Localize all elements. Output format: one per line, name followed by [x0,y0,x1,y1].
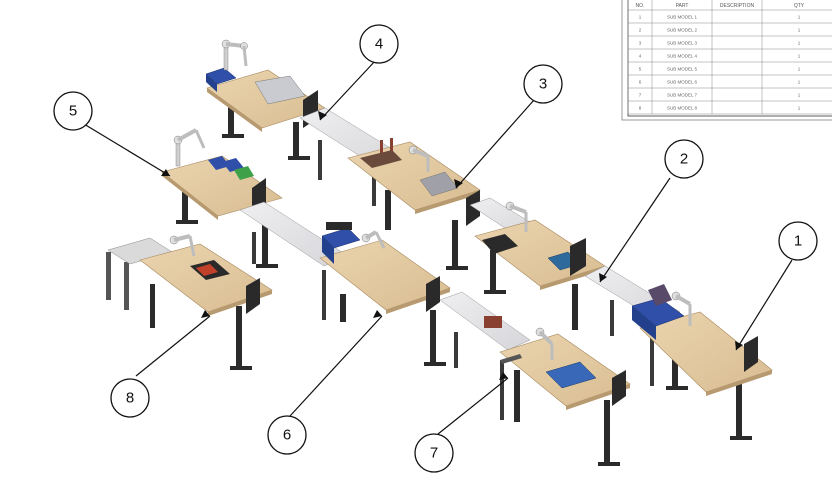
svg-text:7: 7 [430,445,438,462]
callout-8: 8 [110,378,150,418]
bom-header-cell: QTY [794,3,805,9]
svg-text:5: 5 [69,103,77,120]
workstation-5 [161,128,283,268]
bom-cell: 3 [639,41,642,46]
bom-cell: SUB MODEL 2 [667,28,698,33]
workstation-3 [347,138,481,270]
bom-cell: 1 [798,15,801,20]
conveyor-6-7 [439,291,531,420]
callouts: 1 2 3 4 5 6 7 8 [53,24,818,473]
bom-cell: 1 [798,67,801,72]
bom-cell: 1 [798,80,801,85]
bom-table: NO. PART DESCRIPTION QTY 1 SUB MODEL 1 1 2 SUB M… [621,0,832,121]
svg-text:8: 8 [126,390,134,407]
svg-text:6: 6 [283,427,291,444]
svg-text:4: 4 [375,36,383,53]
bom-cell: SUB MODEL 5 [667,67,698,72]
bom-cell: 7 [639,93,642,98]
bom-cell: 1 [798,54,801,59]
svg-text:3: 3 [539,76,547,93]
bom-cell: 1 [639,15,642,20]
bom-cell: 8 [639,106,642,111]
bom-cell: SUB MODEL 8 [667,106,698,111]
callout-6: 6 [267,415,307,455]
bom-cell: SUB MODEL 1 [667,15,698,20]
bom-cell: 6 [639,80,642,85]
workstation-7 [499,327,631,466]
callout-3: 3 [523,64,563,104]
workstation-6 [319,222,451,366]
callout-4: 4 [359,24,399,64]
workstation-1 [631,284,773,440]
svg-text:1: 1 [794,233,802,250]
bom-cell: SUB MODEL 3 [667,41,698,46]
workstation-4 [205,39,326,160]
bom-header-cell: DESCRIPTION [720,3,755,9]
callout-7: 7 [414,433,454,473]
bom-cell: 5 [639,67,642,72]
bom-cell: 1 [798,41,801,46]
svg-text:2: 2 [680,151,688,168]
callout-1: 1 [778,221,818,261]
bom-cell: 1 [798,93,801,98]
bom-cell: SUB MODEL 4 [667,54,698,59]
callout-5: 5 [53,91,93,131]
callout-2: 2 [664,139,704,179]
bom-header-cell: NO. [636,3,645,9]
bom-cell: 4 [639,54,642,59]
bom-cell: 1 [798,106,801,111]
workstation-2 [474,201,606,330]
bom-cell: 2 [639,28,642,33]
leader-lines [83,59,793,435]
bom-cell: SUB MODEL 6 [667,80,698,85]
bom-cell: SUB MODEL 7 [667,93,698,98]
bom-header-cell: PART [676,3,689,9]
workstation-8 [106,234,273,370]
bom-cell: 1 [798,28,801,33]
leader-arrowheads [161,111,743,380]
